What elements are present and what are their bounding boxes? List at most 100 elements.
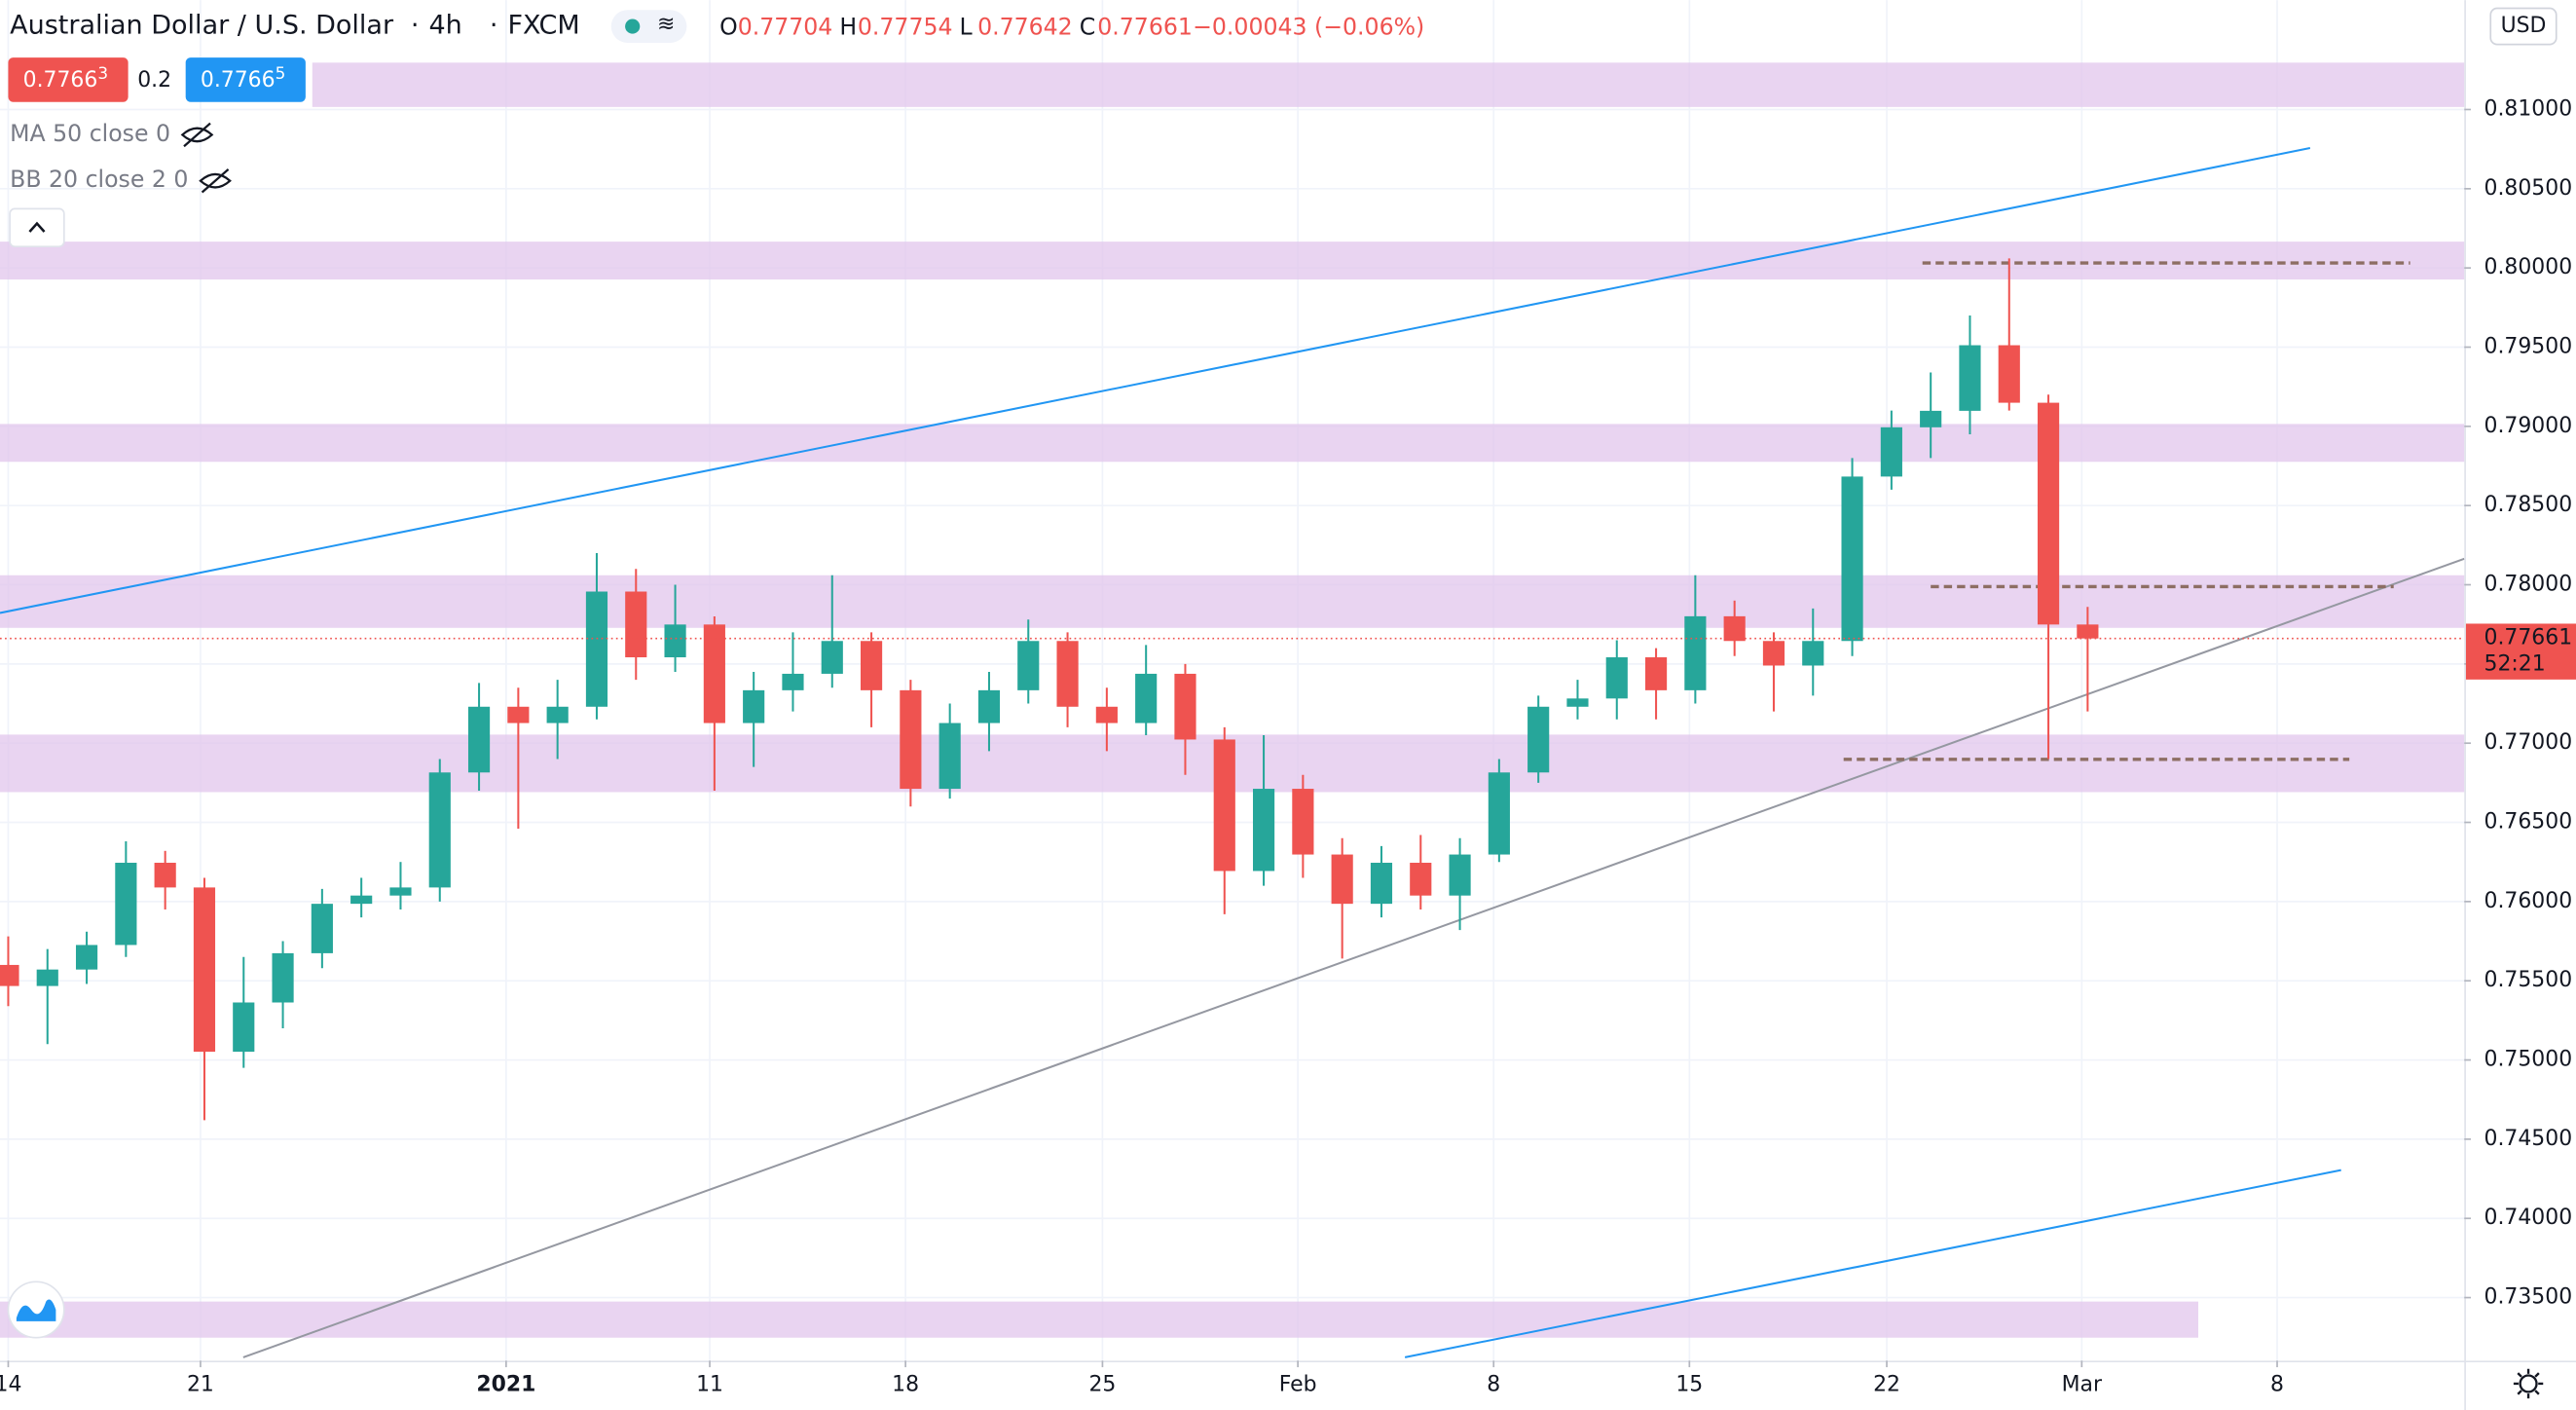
y-tick-label: 0.75000 — [2484, 1048, 2573, 1072]
y-tick-label: 0.74500 — [2484, 1127, 2573, 1151]
candle-body — [1056, 641, 1079, 707]
interval[interactable]: 4h — [428, 11, 461, 41]
candle-body — [1370, 863, 1393, 905]
candle-body — [75, 945, 98, 970]
price-zone — [0, 575, 2465, 628]
logo-mark — [16, 1299, 56, 1321]
candle-body — [938, 723, 961, 790]
candle-body — [233, 1002, 255, 1053]
candle-body — [350, 895, 373, 905]
x-tick-label: Feb — [1279, 1373, 1317, 1397]
candle-body — [1762, 641, 1785, 666]
x-tick-label: 8 — [1487, 1373, 1500, 1397]
currency-button[interactable] — [2489, 7, 2558, 46]
candle-body — [1920, 410, 1942, 427]
symbol-title[interactable]: Australian Dollar / U.S. Dollar — [10, 11, 394, 41]
x-tick-label: 8 — [2270, 1373, 2284, 1397]
candle-body — [154, 863, 176, 888]
y-tick-label: 0.79000 — [2484, 414, 2573, 438]
candle-body — [1527, 706, 1550, 773]
buy-pip: 5 — [276, 63, 286, 83]
ohlc-value: 0.77661 — [1097, 13, 1193, 40]
source[interactable]: FXCM — [507, 11, 579, 41]
indicator-ma[interactable]: MA 50 close 0 — [10, 120, 170, 147]
candle-body — [782, 673, 804, 690]
data-status-icon: ≋ — [657, 12, 675, 36]
price-zone — [0, 1301, 2199, 1338]
currency[interactable]: USD — [2501, 14, 2547, 38]
y-tick-label: 0.78500 — [2484, 493, 2573, 517]
candle-body — [703, 624, 725, 724]
candle-body — [1174, 673, 1196, 740]
candle-body — [311, 904, 333, 953]
hidden-icon[interactable] — [199, 168, 232, 194]
separator: · — [490, 11, 498, 41]
status-badge[interactable] — [610, 10, 687, 43]
trend-line — [0, 147, 2311, 614]
logo[interactable] — [7, 1280, 65, 1339]
candle-body — [0, 964, 19, 986]
candle-body — [1135, 673, 1158, 724]
candle-body — [1213, 739, 1235, 872]
candle-body — [1410, 863, 1432, 896]
countdown: 52:21 — [2484, 652, 2546, 677]
trend-line — [242, 557, 2465, 1358]
candle-body — [585, 591, 608, 707]
candle-body — [1252, 789, 1275, 872]
drawings — [0, 147, 2465, 1358]
gear-teeth — [2513, 1368, 2544, 1399]
candle-body — [428, 772, 451, 888]
separator: · — [411, 11, 420, 41]
candle-body — [2037, 402, 2060, 625]
candle-body — [2077, 624, 2099, 639]
price-zone — [312, 62, 2465, 107]
buy-price[interactable]: 0.77665 — [201, 63, 285, 93]
x-tick-label: 15 — [1675, 1373, 1703, 1397]
candle-body — [1880, 427, 1902, 477]
candle-body — [1095, 706, 1118, 724]
candle-body — [1841, 476, 1863, 642]
x-tick-label: 2021 — [476, 1373, 535, 1397]
ohlc-value: 0.77704 — [738, 13, 833, 40]
candle-body — [36, 969, 58, 986]
x-tick-label: 22 — [1873, 1373, 1900, 1397]
x-tick-label: 25 — [1088, 1373, 1116, 1397]
y-tick-label: 0.76000 — [2484, 889, 2573, 913]
candle-body — [546, 706, 569, 724]
ohlc-label: H — [839, 13, 857, 40]
candle-body — [1017, 641, 1040, 690]
candle-body — [1684, 615, 1707, 690]
y-tick-label: 0.76500 — [2484, 810, 2573, 835]
hidden-icon[interactable] — [180, 122, 214, 148]
collapse-button[interactable] — [9, 207, 65, 248]
candle-body — [1644, 657, 1668, 690]
candle-body — [507, 706, 530, 724]
candle-body — [1292, 789, 1314, 855]
candle-body — [625, 591, 647, 658]
candle-body — [821, 641, 843, 674]
ohlc-label: O — [719, 13, 738, 40]
ohlc-value: 0.77754 — [858, 13, 953, 40]
y-tick-label: 0.75500 — [2484, 968, 2573, 992]
candle-body — [1331, 854, 1353, 905]
indicator-bb[interactable]: BB 20 close 2 0 — [10, 166, 188, 193]
y-tick-label: 0.74000 — [2484, 1206, 2573, 1230]
change: −0.00043 (−0.06%) — [1193, 13, 1424, 40]
candle-body — [1998, 345, 2020, 403]
x-tick-label: Mar — [2062, 1373, 2103, 1397]
candle-body — [1605, 657, 1628, 699]
sell-price[interactable]: 0.77663 — [23, 63, 108, 93]
y-tick-label: 0.79500 — [2484, 334, 2573, 358]
candle-body — [467, 706, 491, 773]
eye-slash — [201, 168, 230, 194]
candle-body — [860, 641, 883, 690]
candle-body — [977, 689, 1001, 724]
candle-body — [1449, 854, 1471, 896]
settings-icon[interactable] — [2513, 1368, 2544, 1399]
buy-button[interactable] — [185, 57, 306, 102]
candle-body — [743, 689, 765, 724]
x-tick-label: 11 — [696, 1373, 723, 1397]
sell-button[interactable] — [8, 57, 129, 102]
